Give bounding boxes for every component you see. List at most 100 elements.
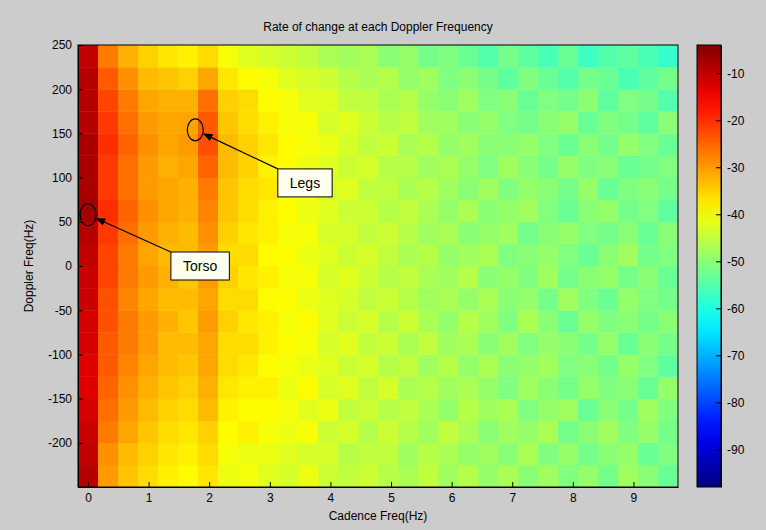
heatmap-cell [598,222,618,245]
heatmap-cell [658,266,678,289]
colorbar-tick-mark [716,214,721,215]
colorbar-axis-line [721,46,722,488]
y-tick-mark [78,443,83,444]
colorbar-tick: -30 [716,161,745,175]
heatmap-cell [658,244,678,267]
heatmap-cell [338,45,358,68]
heatmap-cell [658,354,678,377]
heatmap-cell [638,67,658,90]
heatmap-cell [558,178,578,201]
heatmap-cell [158,354,178,377]
heatmap-cell [658,443,678,466]
heatmap-cell [298,443,318,466]
annotation-box [278,169,332,197]
colorbar-axis: -90-80-70-60-50-40-30-20-10 [716,46,745,488]
heatmap-cell [538,421,558,444]
colorbar-tick: -90 [716,443,745,457]
heatmap-cell [238,288,258,311]
heatmap-cell [498,178,518,201]
heatmap-cell [398,310,418,333]
heatmap-cell [498,244,518,267]
heatmap-cell [498,399,518,422]
heatmap-cell [458,332,478,355]
heatmap-cell [498,288,518,311]
annotation-circle [187,119,203,141]
heatmap-cell [118,156,138,179]
heatmap-cell [298,200,318,223]
colorbar-tick-label: -50 [727,255,745,269]
heatmap-cell [338,421,358,444]
heatmap-cell [118,200,138,223]
heatmap-cell [518,288,538,311]
heatmap-cell [478,244,498,267]
heatmap-cell [518,156,538,179]
heatmap-cell [378,354,398,377]
x-tick-mark [330,482,331,487]
heatmap-cell [398,156,418,179]
heatmap-cell [398,133,418,156]
heatmap-cell [398,222,418,245]
heatmap-cell [438,399,458,422]
x-tick: 1 [146,482,153,505]
heatmap-cell [118,377,138,400]
heatmap-cell [278,222,298,245]
heatmap-cell [618,288,638,311]
heatmap-cell [418,178,438,201]
heatmap-cell [158,443,178,466]
heatmap-cell [258,377,278,400]
heatmap-cell [398,465,418,487]
heatmap-cell [358,45,378,68]
heatmap-cell [598,244,618,267]
heatmap-cell [418,421,438,444]
heatmap-cell [598,45,618,68]
x-axis-title: Cadence Freq(Hz) [329,509,428,523]
heatmap-cell [538,465,558,487]
heatmap-cell [638,465,658,487]
y-tick: -50 [55,304,83,318]
heatmap-cell [438,310,458,333]
heatmap-cell [318,200,338,223]
heatmap-cell [458,67,478,90]
heatmap-cell [418,244,438,267]
heatmap-cell [658,111,678,134]
heatmap-cell [518,133,538,156]
heatmap-cell [478,332,498,355]
heatmap-cell [618,156,638,179]
heatmap-cell [238,310,258,333]
heatmap-cell [278,421,298,444]
heatmap-cell [118,89,138,112]
heatmap-cell [258,67,278,90]
heatmap-cell [158,67,178,90]
heatmap-cell [198,354,218,377]
annotation-label: Torso [183,258,217,274]
heatmap-cell [398,89,418,112]
heatmap-cell [218,332,238,355]
heatmap-cell [198,443,218,466]
heatmap-cell [458,266,478,289]
x-tick: 8 [570,482,577,505]
heatmap-cell [438,443,458,466]
x-tick: 5 [388,482,395,505]
heatmap-cell [198,89,218,112]
heatmap-cell [338,399,358,422]
heatmap-cell [578,443,598,466]
heatmap-cell [118,67,138,90]
heatmap-cell [258,266,278,289]
heatmap-cell [598,133,618,156]
heatmap-cell [198,67,218,90]
heatmap-cell [178,111,198,134]
heatmap-cell [378,421,398,444]
heatmap-cell [238,178,258,201]
heatmap-cell [558,156,578,179]
heatmap-cell [478,288,498,311]
heatmap-cell [618,399,638,422]
heatmap-cell [538,354,558,377]
heatmap-cell [378,288,398,311]
heatmap-cell [298,310,318,333]
heatmap-cell [258,156,278,179]
heatmap-cell [518,443,538,466]
heatmap-cell [638,377,658,400]
heatmap-cell [258,133,278,156]
heatmap-cell [158,222,178,245]
heatmap-cell [598,310,618,333]
